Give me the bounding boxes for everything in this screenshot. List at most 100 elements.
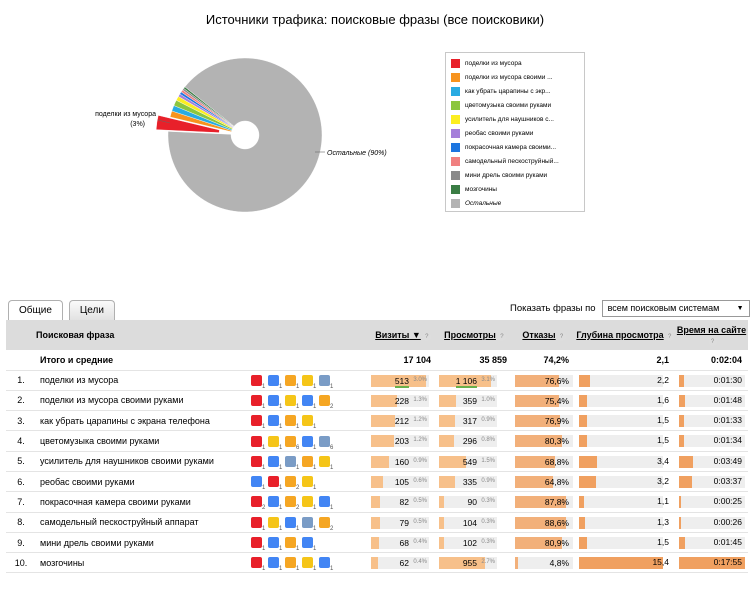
visits-value[interactable]: 68 (399, 537, 409, 548)
visits-value[interactable]: 228 (394, 395, 409, 406)
visits-value[interactable]: 513 (394, 375, 409, 388)
col-bounces[interactable]: Отказы? (513, 320, 575, 350)
mail-icon[interactable]: 1 (285, 415, 299, 430)
views-value[interactable]: 104 (462, 517, 477, 528)
help-icon[interactable]: ? (557, 332, 566, 341)
views-value[interactable]: 549 (462, 456, 477, 467)
depth-bar (579, 394, 663, 407)
engine-select[interactable]: всем поисковым системам ▼ (601, 300, 750, 317)
views-value[interactable]: 955 (462, 558, 477, 569)
rambler-icon[interactable]: 1 (302, 415, 316, 430)
time-bar (679, 394, 745, 407)
google-icon[interactable]: 1 (268, 557, 282, 572)
row-phrase[interactable]: поделки из мусора (40, 375, 119, 386)
yandex-icon[interactable]: 1 (251, 435, 265, 451)
bing-icon[interactable]: 6 (319, 435, 333, 451)
bing-icon[interactable]: 1 (319, 374, 333, 390)
col-views[interactable]: Просмотры? (437, 320, 513, 350)
views-value[interactable]: 90 (467, 497, 477, 508)
rambler-icon[interactable]: 1 (302, 496, 316, 511)
row-phrase[interactable]: усилитель для наушников своими руками (40, 456, 214, 467)
mail-icon[interactable]: 2 (319, 516, 333, 532)
tab-general[interactable]: Общие (8, 300, 63, 320)
google-icon[interactable]: 1 (268, 496, 282, 511)
google-icon[interactable]: 1 (285, 516, 299, 532)
bing-icon[interactable]: 1 (285, 455, 299, 471)
row-phrase[interactable]: реобас своими руками (40, 476, 135, 487)
google-icon[interactable]: 1 (319, 557, 333, 572)
google-icon[interactable]: 1 (268, 374, 282, 390)
views-value[interactable]: 1 106 (455, 375, 477, 388)
visits-value[interactable]: 203 (394, 436, 409, 447)
time-bar (679, 475, 745, 488)
views-value[interactable]: 335 (462, 476, 477, 487)
row-number: 5. (17, 456, 25, 467)
row-phrase[interactable]: как убрать царапины с экрана телефона (40, 415, 210, 426)
views-value[interactable]: 296 (462, 436, 477, 447)
rambler-icon[interactable]: 1 (302, 557, 316, 572)
depth-cell: 1,5 (575, 532, 675, 552)
totals-views: 35 859 (479, 354, 507, 365)
yandex-icon[interactable]: 1 (251, 516, 265, 532)
visits-value[interactable]: 212 (394, 416, 409, 427)
visits-value[interactable]: 62 (399, 558, 409, 569)
yandex-icon[interactable]: 1 (251, 415, 265, 430)
tab-bar: Общие Цели (8, 300, 115, 320)
yandex-icon[interactable]: 1 (251, 557, 265, 572)
views-value[interactable]: 102 (462, 537, 477, 548)
rambler-icon[interactable]: 1 (268, 516, 282, 532)
tab-goals[interactable]: Цели (68, 300, 115, 320)
mail-icon[interactable]: 2 (285, 496, 299, 511)
help-icon[interactable]: ? (665, 332, 674, 341)
help-icon[interactable]: ? (422, 332, 431, 341)
views-value[interactable]: 359 (462, 395, 477, 406)
col-depth[interactable]: Глубина просмотра? (575, 320, 675, 350)
help-icon[interactable]: ? (497, 332, 506, 341)
yandex-icon[interactable]: 1 (268, 476, 282, 491)
google-icon[interactable]: 1 (302, 537, 316, 552)
mail-icon[interactable]: 1 (285, 557, 299, 572)
row-phrase[interactable]: мозгочины (40, 557, 85, 568)
row-phrase[interactable]: поделки из мусора своими руками (40, 395, 184, 406)
visits-value[interactable]: 105 (394, 476, 409, 487)
google-icon[interactable]: 1 (251, 476, 265, 491)
yandex-icon[interactable]: 1 (251, 394, 265, 410)
visits-value[interactable]: 82 (399, 497, 409, 508)
google-icon[interactable]: 1 (268, 537, 282, 552)
row-phrase[interactable]: цветомузыка своими руками (40, 436, 160, 447)
google-icon[interactable]: 1 (319, 496, 333, 511)
views-value[interactable]: 317 (462, 416, 477, 427)
visits-value[interactable]: 160 (394, 456, 409, 467)
rambler-icon[interactable]: 1 (285, 394, 299, 410)
row-number: 7. (17, 496, 25, 507)
mail-icon[interactable]: 1 (285, 374, 299, 390)
mail-icon[interactable]: 2 (319, 394, 333, 410)
google-icon[interactable]: 1 (302, 394, 316, 410)
google-icon[interactable]: 1 (302, 435, 316, 451)
mail-icon[interactable]: 1 (285, 537, 299, 552)
yandex-icon[interactable]: 1 (251, 455, 265, 471)
yandex-icon[interactable]: 2 (251, 496, 265, 511)
rambler-icon[interactable]: 1 (319, 455, 333, 471)
mail-icon[interactable]: 6 (285, 435, 299, 451)
row-phrase[interactable]: мини дрель своими руками (40, 537, 154, 548)
yandex-icon[interactable]: 1 (251, 374, 265, 390)
mail-icon[interactable]: 2 (285, 476, 299, 491)
rambler-icon[interactable]: 1 (268, 435, 282, 451)
rambler-icon[interactable]: 1 (302, 374, 316, 390)
google-icon[interactable]: 1 (268, 394, 282, 410)
col-visits[interactable]: Визиты ▼? (369, 320, 437, 350)
google-icon[interactable]: 1 (268, 455, 282, 471)
yandex-icon[interactable]: 1 (251, 537, 265, 552)
rambler-icon[interactable]: 1 (302, 476, 316, 491)
table-row: 10. мозгочины 1 1 1 1 1 62 0.4% 955 2.7% 4,8% 15,4 0:… (6, 553, 748, 573)
visits-value[interactable]: 79 (399, 517, 409, 528)
depth-bar (579, 435, 663, 448)
mail-icon[interactable]: 1 (302, 455, 316, 471)
help-icon[interactable]: ? (708, 337, 717, 346)
google-icon[interactable]: 1 (268, 415, 282, 430)
row-phrase[interactable]: покрасочная камера своими руками (40, 496, 191, 507)
col-time[interactable]: Время на сайте? (675, 320, 748, 350)
bing-icon[interactable]: 1 (302, 516, 316, 532)
row-phrase[interactable]: самодельный пескоструйный аппарат (40, 517, 199, 528)
